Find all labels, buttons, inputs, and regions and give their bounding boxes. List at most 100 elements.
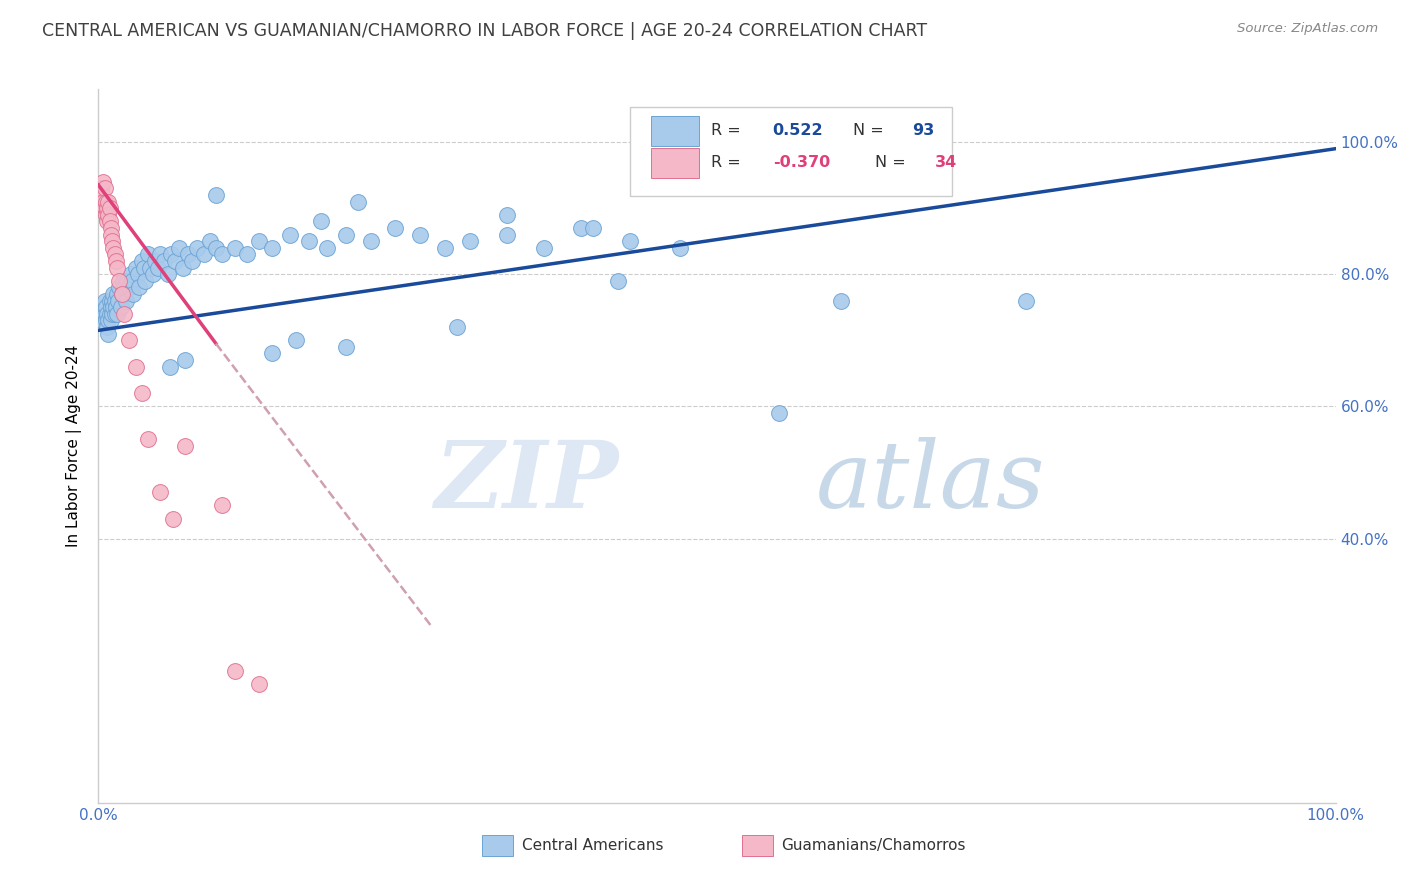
Point (285, 333, 308, 347)
Point (446, 320, 468, 334)
FancyBboxPatch shape (630, 107, 952, 196)
Bar (742, 835, 773, 856)
Point (134, 274, 156, 288)
Bar (651, 148, 699, 178)
Text: R =: R = (711, 123, 741, 138)
Point (108, 274, 131, 288)
Point (142, 267, 165, 281)
Point (111, 287, 134, 301)
Point (111, 287, 134, 301)
Point (94, 313, 117, 327)
Text: N =: N = (853, 123, 884, 138)
Point (100, 221, 122, 235)
Point (247, 677, 270, 691)
Point (93, 307, 115, 321)
Point (582, 221, 605, 235)
Text: 93: 93 (912, 123, 935, 138)
Point (97, 326, 120, 341)
Point (91, 188, 114, 202)
Point (94, 194, 117, 209)
Point (114, 293, 136, 308)
Point (118, 280, 141, 294)
Text: 34: 34 (935, 155, 957, 170)
Point (101, 307, 124, 321)
Point (96, 307, 118, 321)
Point (122, 287, 145, 301)
Bar (482, 835, 513, 856)
Point (128, 280, 150, 294)
Point (136, 247, 159, 261)
Text: ZIP: ZIP (434, 437, 619, 526)
Point (98, 307, 121, 321)
Point (409, 227, 432, 242)
Point (100, 313, 122, 327)
Point (458, 234, 481, 248)
Point (134, 260, 156, 275)
Point (104, 254, 127, 268)
Point (205, 188, 228, 202)
Point (211, 499, 233, 513)
Point (198, 234, 221, 248)
Point (165, 254, 187, 268)
Point (100, 227, 122, 242)
Text: R =: R = (711, 155, 741, 170)
Point (93, 201, 115, 215)
Point (495, 208, 517, 222)
Text: atlas: atlas (815, 437, 1046, 526)
Point (98, 214, 121, 228)
Point (153, 254, 176, 268)
Point (156, 267, 179, 281)
Point (93, 293, 115, 308)
Point (607, 274, 630, 288)
Point (96, 320, 118, 334)
Point (149, 485, 172, 500)
Point (103, 307, 125, 321)
Text: Source: ZipAtlas.com: Source: ZipAtlas.com (1237, 22, 1378, 36)
Point (93, 300, 115, 314)
Point (103, 287, 125, 301)
Point (127, 267, 149, 281)
Text: 0.522: 0.522 (773, 123, 824, 138)
Point (124, 359, 146, 374)
Point (186, 241, 208, 255)
Point (98, 201, 121, 215)
Point (124, 260, 146, 275)
Point (205, 241, 228, 255)
Point (146, 260, 169, 275)
Point (298, 234, 321, 248)
Point (278, 227, 301, 242)
Point (149, 247, 172, 261)
Point (830, 293, 852, 308)
Point (131, 386, 153, 401)
Point (112, 280, 135, 294)
Point (100, 300, 122, 314)
Point (236, 247, 259, 261)
Point (172, 260, 194, 275)
Point (211, 247, 233, 261)
Point (669, 241, 692, 255)
Point (115, 274, 138, 288)
Point (162, 511, 184, 525)
Point (193, 247, 215, 261)
Point (309, 214, 332, 228)
Point (112, 307, 135, 321)
Point (335, 340, 357, 354)
Point (93, 194, 115, 209)
Point (569, 221, 592, 235)
Point (101, 293, 124, 308)
Point (495, 227, 517, 242)
Point (110, 300, 132, 314)
Point (347, 194, 370, 209)
Point (768, 406, 790, 420)
Point (112, 274, 135, 288)
Point (131, 254, 153, 268)
Point (91, 313, 114, 327)
Point (316, 241, 339, 255)
Point (101, 234, 124, 248)
Point (105, 287, 128, 301)
Point (94, 300, 117, 314)
Point (103, 247, 125, 261)
Text: CENTRAL AMERICAN VS GUAMANIAN/CHAMORRO IN LABOR FORCE | AGE 20-24 CORRELATION CH: CENTRAL AMERICAN VS GUAMANIAN/CHAMORRO I… (42, 22, 928, 40)
Point (335, 227, 357, 242)
Point (181, 254, 204, 268)
